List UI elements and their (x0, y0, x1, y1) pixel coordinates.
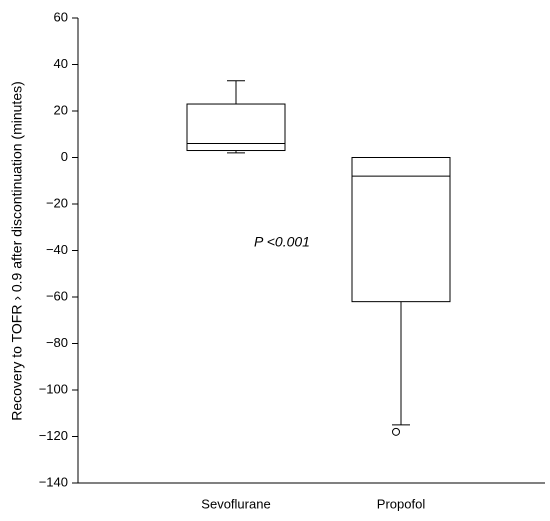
y-tick-label: −40 (46, 242, 68, 257)
box (351, 157, 451, 303)
y-tick-label: 60 (54, 9, 68, 24)
y-tick-label: 40 (54, 56, 68, 71)
y-tick-label: −140 (39, 474, 68, 489)
y-tick-label: −60 (46, 288, 68, 303)
y-axis-label: Recovery to TOFR › 0.9 after discontinua… (9, 81, 25, 421)
y-tick-label: −100 (39, 381, 68, 396)
y-tick-label: −120 (39, 428, 68, 443)
x-tick-label: Sevoflurane (201, 496, 270, 511)
y-tick-label: 20 (54, 102, 68, 117)
x-tick-label: Propofol (377, 496, 426, 511)
y-tick-label: −80 (46, 335, 68, 350)
y-tick-label: −20 (46, 195, 68, 210)
y-tick-label: 0 (61, 149, 68, 164)
box (186, 103, 286, 152)
outlier (392, 427, 400, 436)
annotation: P <0.001 (254, 234, 310, 250)
